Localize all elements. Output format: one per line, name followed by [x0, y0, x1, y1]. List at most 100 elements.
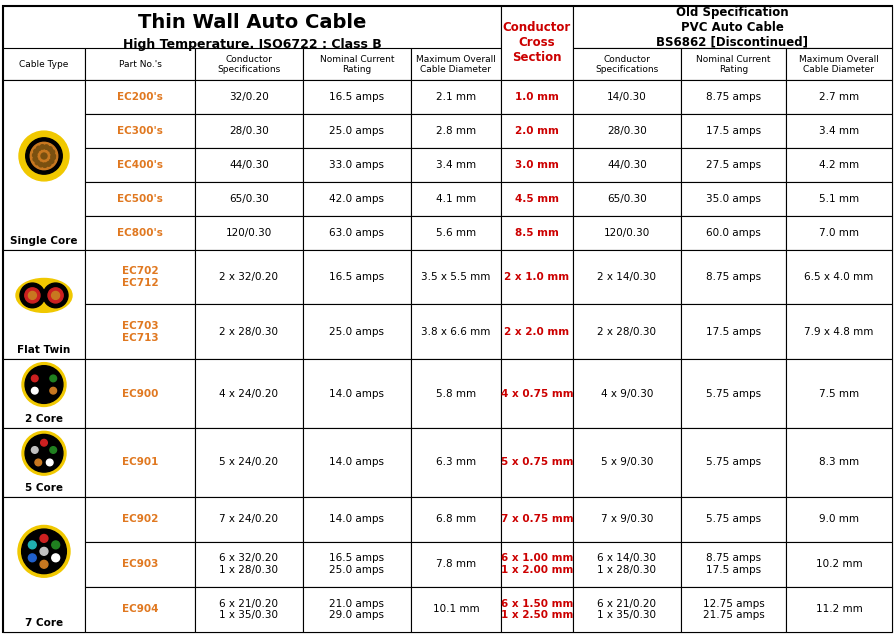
Bar	[85, 182, 195, 216]
Text: 14.0 amps: 14.0 amps	[329, 389, 384, 399]
Bar	[785, 304, 891, 359]
Bar	[680, 542, 785, 587]
Bar	[85, 80, 195, 114]
Text: 3.8 x 6.6 mm: 3.8 x 6.6 mm	[421, 327, 490, 337]
Circle shape	[38, 559, 49, 570]
Text: 27.5 amps: 27.5 amps	[705, 160, 760, 170]
Text: Part No.'s: Part No.'s	[118, 60, 161, 69]
Text: Maximum Overall
Cable Diameter: Maximum Overall Cable Diameter	[416, 55, 495, 74]
Bar	[410, 80, 501, 114]
Text: 120/0.30: 120/0.30	[603, 228, 649, 237]
Text: 28/0.30: 28/0.30	[606, 126, 646, 136]
Text: 35.0 amps: 35.0 amps	[705, 194, 760, 204]
Circle shape	[40, 535, 48, 542]
Bar	[410, 359, 501, 428]
Bar	[85, 304, 195, 359]
Circle shape	[43, 283, 68, 308]
Bar	[680, 304, 785, 359]
Text: 7.0 mm: 7.0 mm	[818, 228, 858, 237]
Text: 1.0 mm: 1.0 mm	[514, 92, 559, 102]
Bar	[303, 148, 410, 182]
Bar	[680, 182, 785, 216]
Bar	[303, 182, 410, 216]
Bar	[572, 542, 680, 587]
Text: 3.0 mm: 3.0 mm	[514, 160, 559, 170]
Circle shape	[38, 533, 49, 544]
Text: 11.2 mm: 11.2 mm	[814, 605, 862, 615]
Text: 63.0 amps: 63.0 amps	[329, 228, 384, 237]
Circle shape	[46, 459, 53, 465]
Bar	[680, 497, 785, 542]
Text: 16.5 amps
25.0 amps: 16.5 amps 25.0 amps	[329, 554, 384, 575]
Bar	[501, 497, 572, 542]
Bar	[680, 148, 785, 182]
Text: 2 x 28/0.30: 2 x 28/0.30	[597, 327, 656, 337]
Text: Conductor
Cross
Section: Conductor Cross Section	[502, 22, 570, 65]
Text: 2.8 mm: 2.8 mm	[435, 126, 476, 136]
Text: EC400's: EC400's	[117, 160, 163, 170]
Bar	[410, 216, 501, 250]
Text: 65/0.30: 65/0.30	[606, 194, 646, 204]
Bar	[195, 542, 303, 587]
Text: 8.3 mm: 8.3 mm	[818, 457, 858, 467]
Text: 6 x 21/0.20
1 x 35/0.30: 6 x 21/0.20 1 x 35/0.30	[219, 599, 278, 620]
Text: 42.0 amps: 42.0 amps	[329, 194, 384, 204]
Bar	[572, 6, 891, 48]
Circle shape	[31, 375, 38, 382]
Text: 33.0 amps: 33.0 amps	[329, 160, 384, 170]
Bar	[680, 48, 785, 80]
Circle shape	[50, 375, 56, 382]
Circle shape	[34, 458, 43, 467]
Bar	[785, 148, 891, 182]
Bar	[501, 216, 572, 250]
Bar	[410, 542, 501, 587]
Circle shape	[30, 386, 39, 395]
Text: 6 x 14/0.30
1 x 28/0.30: 6 x 14/0.30 1 x 28/0.30	[597, 554, 656, 575]
Text: 4.2 mm: 4.2 mm	[818, 160, 858, 170]
Text: 5.8 mm: 5.8 mm	[435, 389, 476, 399]
Circle shape	[27, 552, 38, 563]
Bar	[85, 216, 195, 250]
Bar	[410, 497, 501, 542]
Text: 6.8 mm: 6.8 mm	[435, 514, 476, 524]
Circle shape	[48, 386, 58, 395]
Text: 8.5 mm: 8.5 mm	[514, 228, 559, 237]
Text: 3.4 mm: 3.4 mm	[435, 160, 476, 170]
Text: 6.5 x 4.0 mm: 6.5 x 4.0 mm	[804, 272, 873, 282]
Circle shape	[52, 554, 60, 562]
Text: 14.0 amps: 14.0 amps	[329, 457, 384, 467]
Bar	[303, 587, 410, 632]
Bar	[85, 587, 195, 632]
Bar	[785, 250, 891, 304]
Circle shape	[40, 439, 47, 446]
Bar	[501, 428, 572, 497]
Bar	[195, 182, 303, 216]
Bar	[410, 114, 501, 148]
Bar	[501, 542, 572, 587]
Text: 2 x 14/0.30: 2 x 14/0.30	[597, 272, 656, 282]
Circle shape	[22, 363, 66, 406]
Bar	[85, 114, 195, 148]
Text: Flat Twin: Flat Twin	[17, 345, 71, 355]
Bar	[501, 182, 572, 216]
Bar	[501, 359, 572, 428]
Text: 14.0 amps: 14.0 amps	[329, 514, 384, 524]
Bar	[572, 114, 680, 148]
Text: 28/0.30: 28/0.30	[229, 126, 268, 136]
Text: EC200's: EC200's	[117, 92, 163, 102]
Bar	[572, 48, 680, 80]
Bar	[572, 216, 680, 250]
Bar	[785, 428, 891, 497]
Text: EC900: EC900	[122, 389, 158, 399]
Bar	[680, 359, 785, 428]
Bar	[195, 497, 303, 542]
Bar	[85, 359, 195, 428]
Circle shape	[45, 458, 55, 467]
Bar	[410, 587, 501, 632]
Circle shape	[34, 149, 38, 154]
Circle shape	[35, 459, 41, 465]
Text: 4.1 mm: 4.1 mm	[435, 194, 476, 204]
Bar	[501, 80, 572, 114]
Bar	[303, 359, 410, 428]
Bar	[410, 182, 501, 216]
